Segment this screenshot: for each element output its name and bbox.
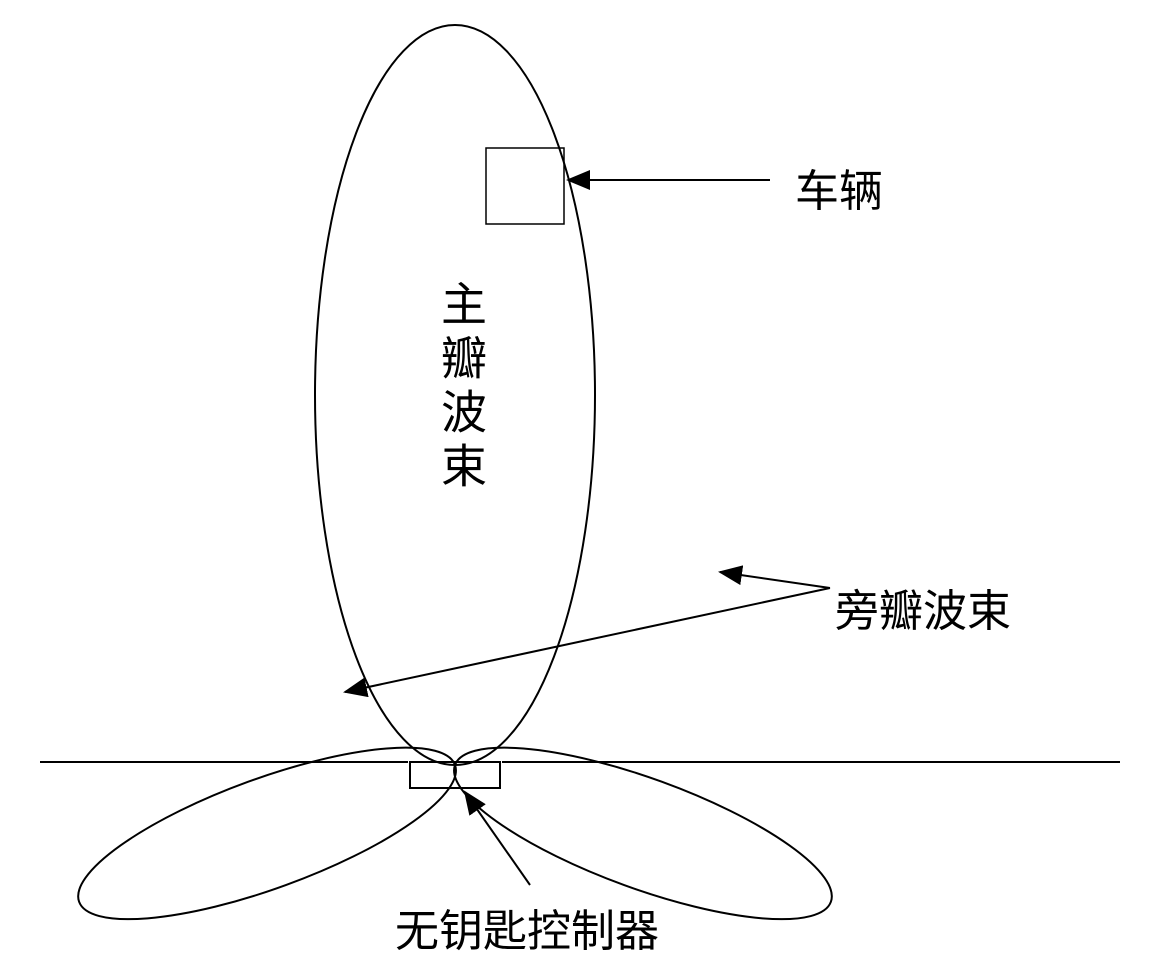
- antenna-pattern-diagram: [0, 0, 1168, 959]
- vehicle-label: 车辆: [795, 155, 883, 219]
- side-lobe-label: 旁瓣波束: [835, 575, 1011, 639]
- main-lobe-label: 主瓣波束: [427, 280, 493, 496]
- arrow-controller: [465, 792, 530, 885]
- vehicle-box: [486, 148, 564, 224]
- arrow-side-lobe-right: [720, 572, 830, 588]
- arrow-side-lobe-left: [345, 588, 830, 692]
- controller-label: 无钥匙控制器: [395, 895, 659, 959]
